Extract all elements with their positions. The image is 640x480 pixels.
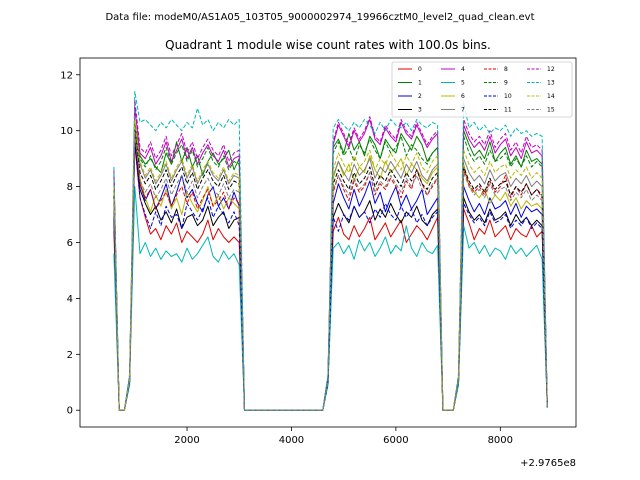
legend-label-14: 14 (547, 93, 555, 100)
legend-label-0: 0 (418, 66, 422, 73)
legend-label-10: 10 (504, 93, 512, 100)
y-tick-label: 2 (67, 350, 73, 361)
y-tick-label: 0 (67, 406, 73, 417)
y-axis: 0 2 4 6 8 10 12 (60, 70, 80, 417)
x-axis-offset-label: +2.9765e8 (520, 458, 576, 469)
legend-label-11: 11 (504, 107, 512, 114)
x-tick-label: 4000 (279, 435, 304, 446)
y-tick-label: 8 (67, 182, 73, 193)
plot-lines (113, 91, 548, 411)
y-tick-label: 4 (67, 294, 73, 305)
legend-label-7: 7 (461, 107, 465, 114)
series-line-15 (113, 133, 548, 411)
y-tick-label: 6 (67, 238, 73, 249)
x-tick-label: 8000 (488, 435, 513, 446)
x-tick-label: 6000 (383, 435, 408, 446)
chart-title: Quadrant 1 module wise count rates with … (165, 38, 491, 52)
x-axis: 2000 4000 6000 8000 (174, 427, 513, 446)
series-line-13 (113, 91, 548, 411)
legend-label-6: 6 (461, 93, 465, 100)
legend-label-8: 8 (504, 66, 508, 73)
legend-label-3: 3 (418, 107, 422, 114)
legend-label-4: 4 (461, 66, 465, 73)
y-tick-label: 10 (60, 126, 73, 137)
data-file-caption: Data file: modeM0/AS1A05_103T05_90000029… (105, 12, 534, 23)
legend-label-5: 5 (461, 80, 465, 87)
legend-label-2: 2 (418, 93, 422, 100)
x-tick-label: 2000 (174, 435, 199, 446)
y-tick-label: 12 (60, 70, 73, 81)
legend-box (391, 61, 573, 118)
legend-label-15: 15 (547, 107, 555, 114)
legend-label-13: 13 (547, 80, 555, 87)
legend-label-1: 1 (418, 80, 422, 87)
series-line-14 (113, 119, 548, 411)
legend-label-9: 9 (504, 80, 508, 87)
series-line-5 (113, 186, 548, 411)
legend-label-12: 12 (547, 66, 555, 73)
